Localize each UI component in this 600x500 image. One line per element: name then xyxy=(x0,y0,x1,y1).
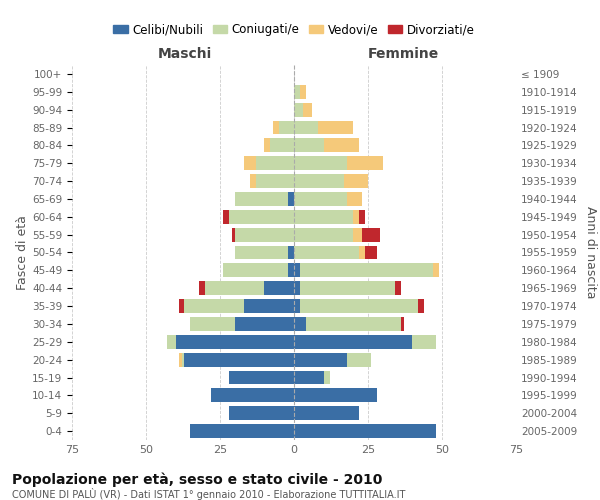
Bar xyxy=(412,335,436,349)
Bar xyxy=(265,138,271,152)
Bar xyxy=(418,299,424,313)
Bar xyxy=(433,264,439,278)
Bar xyxy=(205,281,265,295)
Bar xyxy=(294,264,300,278)
Bar xyxy=(294,138,323,152)
Bar xyxy=(294,85,300,99)
Bar xyxy=(347,192,362,206)
Bar xyxy=(294,281,300,295)
Bar xyxy=(395,281,401,295)
Bar xyxy=(294,424,436,438)
Bar xyxy=(294,406,359,420)
Bar xyxy=(294,246,359,260)
Bar xyxy=(294,174,344,188)
Y-axis label: Anni di nascita: Anni di nascita xyxy=(584,206,597,298)
Bar xyxy=(294,299,300,313)
Bar xyxy=(184,299,244,313)
Bar xyxy=(294,102,303,117)
Bar xyxy=(244,299,294,313)
Text: Popolazione per età, sesso e stato civile - 2010: Popolazione per età, sesso e stato civil… xyxy=(12,472,382,487)
Bar xyxy=(294,317,306,331)
Bar xyxy=(256,156,294,170)
Bar xyxy=(359,210,365,224)
Bar xyxy=(347,352,371,366)
Bar xyxy=(229,406,294,420)
Bar xyxy=(235,246,288,260)
Bar xyxy=(365,246,377,260)
Bar xyxy=(256,174,294,188)
Bar xyxy=(401,317,404,331)
Bar xyxy=(306,317,401,331)
Bar xyxy=(279,120,294,134)
Bar xyxy=(294,192,347,206)
Bar xyxy=(199,281,205,295)
Bar xyxy=(235,317,294,331)
Text: Femmine: Femmine xyxy=(368,48,439,62)
Bar xyxy=(323,138,359,152)
Bar xyxy=(179,299,184,313)
Bar xyxy=(300,264,433,278)
Bar xyxy=(229,210,294,224)
Bar xyxy=(303,102,312,117)
Bar xyxy=(294,370,323,384)
Bar xyxy=(288,264,294,278)
Bar xyxy=(294,120,317,134)
Bar xyxy=(317,120,353,134)
Bar xyxy=(294,388,377,402)
Bar xyxy=(294,335,412,349)
Bar xyxy=(362,228,380,241)
Bar xyxy=(244,156,256,170)
Text: COMUNE DI PALÙ (VR) - Dati ISTAT 1° gennaio 2010 - Elaborazione TUTTITALIA.IT: COMUNE DI PALÙ (VR) - Dati ISTAT 1° genn… xyxy=(12,488,406,500)
Bar xyxy=(179,352,182,366)
Bar xyxy=(271,138,294,152)
Bar xyxy=(300,281,395,295)
Bar xyxy=(300,299,418,313)
Bar xyxy=(344,174,368,188)
Bar xyxy=(265,281,294,295)
Bar xyxy=(182,352,184,366)
Bar xyxy=(347,156,383,170)
Legend: Celibi/Nubili, Coniugati/e, Vedovi/e, Divorziati/e: Celibi/Nubili, Coniugati/e, Vedovi/e, Di… xyxy=(109,18,479,41)
Bar xyxy=(235,192,288,206)
Bar xyxy=(294,156,347,170)
Bar xyxy=(250,174,256,188)
Bar xyxy=(167,335,176,349)
Bar xyxy=(288,246,294,260)
Bar xyxy=(288,192,294,206)
Bar xyxy=(294,352,347,366)
Bar xyxy=(211,388,294,402)
Bar xyxy=(294,228,353,241)
Bar xyxy=(223,210,229,224)
Bar xyxy=(294,210,353,224)
Bar xyxy=(323,370,329,384)
Bar xyxy=(190,424,294,438)
Y-axis label: Fasce di età: Fasce di età xyxy=(16,215,29,290)
Bar xyxy=(229,370,294,384)
Bar xyxy=(300,85,306,99)
Bar xyxy=(190,317,235,331)
Bar xyxy=(176,335,294,349)
Bar xyxy=(359,246,365,260)
Bar xyxy=(273,120,279,134)
Bar xyxy=(235,228,294,241)
Text: Maschi: Maschi xyxy=(157,48,212,62)
Bar xyxy=(184,352,294,366)
Bar xyxy=(232,228,235,241)
Bar xyxy=(353,228,362,241)
Bar xyxy=(223,264,288,278)
Bar xyxy=(353,210,359,224)
